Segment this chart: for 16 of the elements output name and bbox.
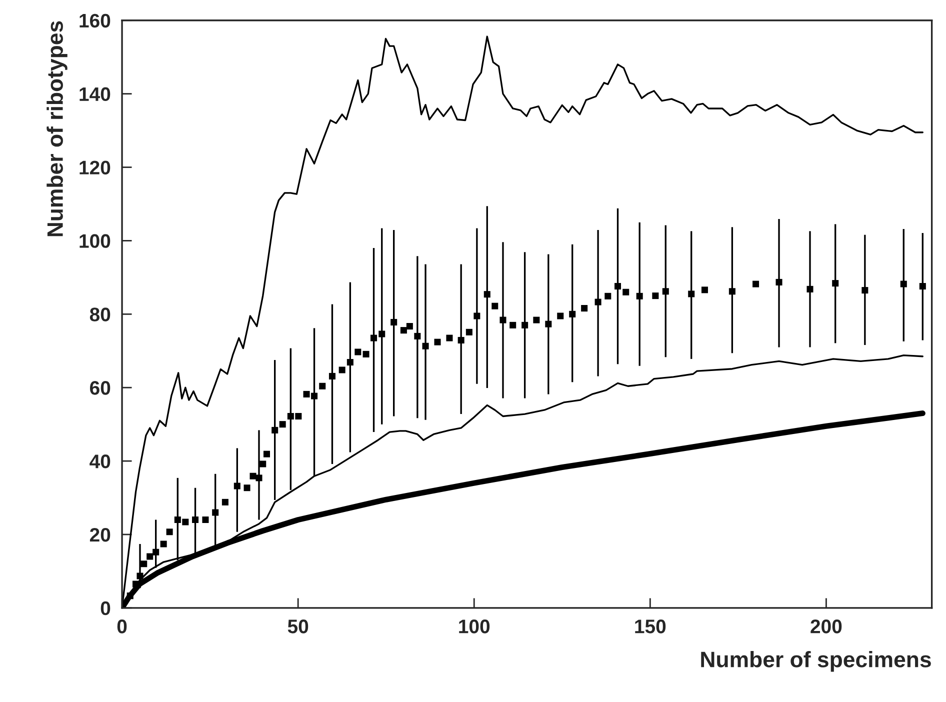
y-tick-label: 160 <box>80 14 110 28</box>
x-tick-label: 100 <box>459 620 490 634</box>
y-tick-label: 80 <box>90 308 110 322</box>
x-tick-label: 0 <box>117 620 127 634</box>
y-axis-title: Number of ribotypes <box>46 21 68 236</box>
y-tick-label: 40 <box>90 454 110 468</box>
y-tick-label: 140 <box>80 87 110 102</box>
x-tick-label: 150 <box>635 620 666 634</box>
x-tick-label: 200 <box>810 620 842 634</box>
x-tick-label: 50 <box>288 620 308 634</box>
y-tick-label: 120 <box>80 160 110 174</box>
y-tick-label: 100 <box>80 234 110 248</box>
y-tick-label: 20 <box>90 528 110 542</box>
x-axis-title: Number of specimens <box>701 651 931 672</box>
y-tick-label: 60 <box>90 381 110 395</box>
y-tick-label: 0 <box>100 601 110 616</box>
